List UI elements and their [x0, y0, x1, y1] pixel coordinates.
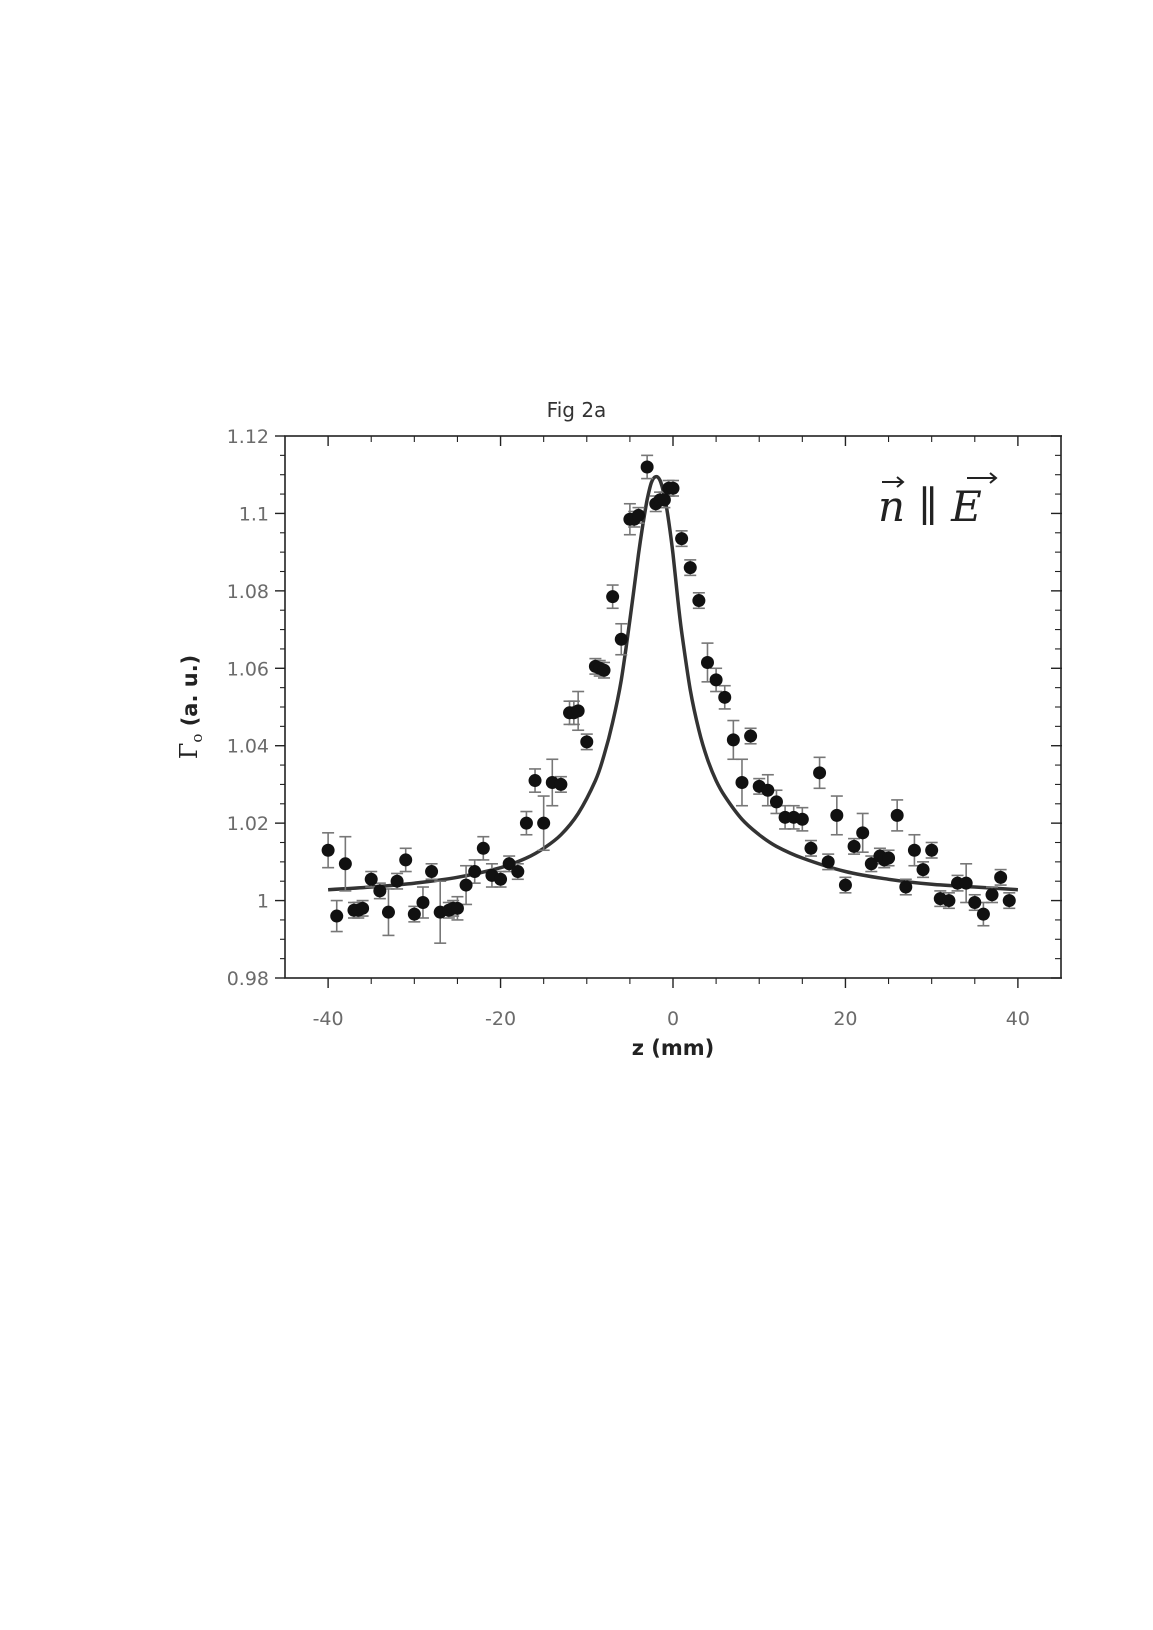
data-point — [468, 865, 482, 879]
data-point — [606, 590, 620, 604]
x-tick-label: -40 — [313, 1008, 344, 1030]
data-point — [1002, 894, 1016, 908]
data-point — [942, 894, 956, 908]
data-point — [830, 808, 844, 822]
data-point — [692, 594, 706, 608]
x-axis-label: z (mm) — [632, 1036, 715, 1060]
data-point — [813, 766, 827, 780]
data-point — [321, 843, 335, 857]
data-point — [450, 901, 464, 915]
data-point — [709, 673, 723, 687]
data-point — [838, 878, 852, 892]
fit-curve — [328, 474, 1018, 892]
data-point — [675, 532, 689, 546]
data-point — [494, 872, 508, 886]
data-point — [735, 775, 749, 789]
y-axis-label-units: (a. u.) — [178, 655, 202, 734]
x-tick-label: 0 — [667, 1008, 679, 1030]
annotation-n-parallel-e: n ∥ E — [878, 472, 998, 531]
data-point — [804, 841, 818, 855]
data-point — [925, 843, 939, 857]
data-point — [502, 857, 516, 871]
x-tick-label: -20 — [485, 1008, 516, 1030]
data-point — [364, 872, 378, 886]
data-point — [821, 855, 835, 869]
data-point — [580, 735, 594, 749]
data-point — [718, 690, 732, 704]
data-point — [528, 774, 542, 788]
data-point — [476, 841, 490, 855]
x-tick-label: 20 — [833, 1008, 857, 1030]
y-tick-label: 0.98 — [227, 968, 269, 990]
vector-arrow-e — [967, 472, 998, 484]
data-point — [700, 655, 714, 669]
data-point — [425, 865, 439, 879]
data-point — [632, 508, 646, 522]
data-point — [381, 905, 395, 919]
axis-tick-labels: -40 -20 0 20 40 0.98 1 1.02 1.04 1.06 1.08 1.1 1.12 — [227, 426, 1030, 1030]
data-point — [744, 729, 758, 743]
y-axis-label: Γo (a. u.) — [175, 655, 206, 760]
data-point — [985, 888, 999, 902]
data-point — [554, 777, 568, 791]
data-point — [614, 632, 628, 646]
data-point — [657, 493, 671, 507]
y-tick-label: 1 — [257, 891, 269, 913]
annotation-text: n ∥ E — [878, 482, 982, 531]
data-point — [640, 460, 654, 474]
data-point — [882, 851, 896, 865]
data-point — [399, 853, 413, 867]
data-point — [769, 795, 783, 809]
y-axis-label-symbol: Γ — [175, 743, 203, 760]
data-point — [856, 826, 870, 840]
data-point — [890, 808, 904, 822]
data-point — [597, 663, 611, 677]
data-point — [459, 878, 473, 892]
data-point — [519, 816, 533, 830]
data-point — [916, 863, 930, 877]
data-point — [994, 870, 1008, 884]
chart-title: Fig 2a — [546, 398, 607, 422]
fit-curve-group — [328, 474, 1018, 892]
x-tick-label: 40 — [1006, 1008, 1030, 1030]
data-point — [761, 783, 775, 797]
data-point — [416, 896, 430, 910]
y-axis-label-subscript: o — [188, 734, 206, 743]
data-point — [959, 876, 973, 890]
data-point — [330, 909, 344, 923]
data-point — [571, 704, 585, 718]
data-point — [390, 874, 404, 888]
y-tick-label: 1.12 — [227, 426, 269, 448]
y-tick-label: 1.08 — [227, 581, 269, 603]
vector-arrow-n — [882, 476, 905, 488]
y-tick-label: 1.02 — [227, 813, 269, 835]
data-points-group — [321, 460, 1016, 923]
data-point — [683, 561, 697, 575]
data-point — [726, 733, 740, 747]
data-point — [537, 816, 551, 830]
data-point — [338, 857, 352, 871]
y-tick-label: 1.06 — [227, 658, 269, 680]
data-point — [666, 481, 680, 495]
axis-ticks — [275, 435, 1062, 988]
data-point — [899, 880, 913, 894]
data-point — [847, 839, 861, 853]
data-point — [795, 812, 809, 826]
data-point — [907, 843, 921, 857]
data-point — [356, 901, 370, 915]
y-tick-label: 1.1 — [239, 503, 269, 525]
data-point — [373, 884, 387, 898]
data-point — [407, 907, 421, 921]
y-tick-label: 1.04 — [227, 736, 269, 758]
data-point — [864, 857, 878, 871]
data-point — [511, 865, 525, 879]
data-point — [968, 896, 982, 910]
data-point — [976, 907, 990, 921]
